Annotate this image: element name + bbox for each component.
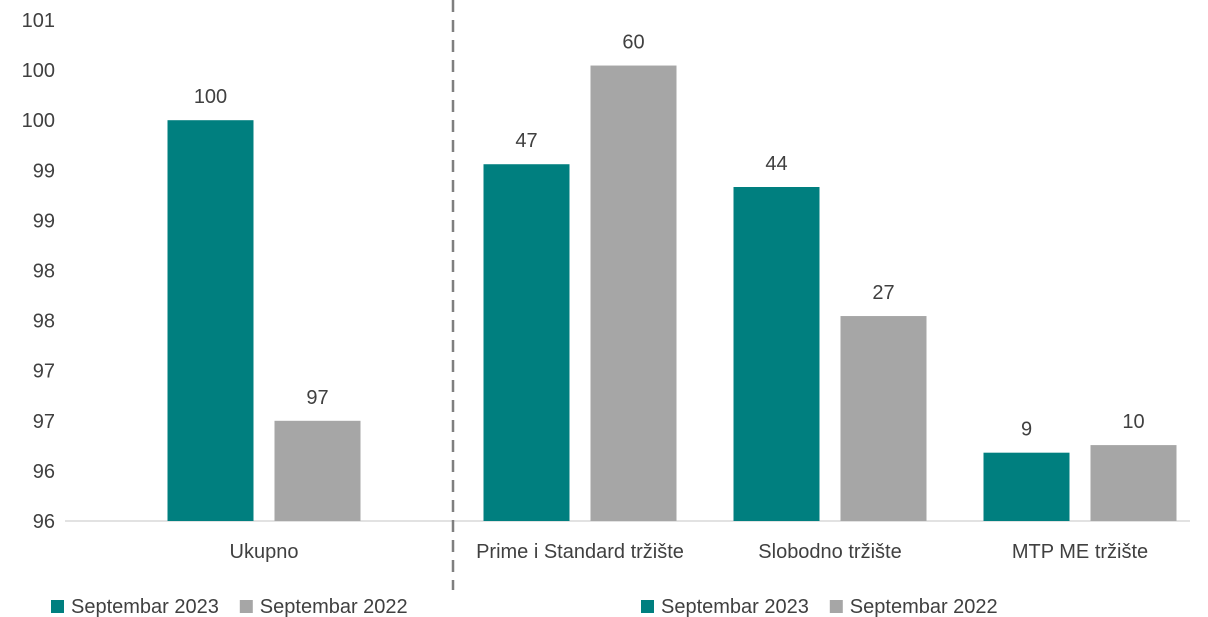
bar-sept-2023 — [733, 187, 820, 521]
data-label: 47 — [515, 130, 537, 152]
legend-label: Septembar 2023 — [661, 596, 809, 617]
legend-label: Septembar 2022 — [850, 596, 998, 617]
data-label: 27 — [872, 282, 894, 304]
data-labels-group: 100 97 47 60 44 27 9 10 — [194, 32, 1145, 441]
category-label: MTP ME tržište — [1012, 541, 1148, 563]
y-tick-label: 99 — [33, 160, 55, 182]
bar-sept-2023 — [167, 120, 254, 521]
y-tick-label: 96 — [33, 511, 55, 533]
category-labels-group: Ukupno Prime i Standard tržište Slobodno t… — [230, 541, 1149, 563]
legend-swatch-sept-2022 — [239, 600, 253, 613]
legend-label: Septembar 2023 — [71, 596, 219, 617]
y-tick-label: 97 — [33, 411, 55, 433]
y-tick-label: 98 — [33, 311, 55, 333]
bar-sept-2023 — [483, 164, 570, 521]
legend-label: Septembar 2022 — [260, 596, 408, 617]
category-label: Slobodno tržište — [758, 541, 901, 563]
y-tick-label: 101 — [22, 10, 55, 32]
y-tick-label: 96 — [33, 461, 55, 483]
legend-swatch-sept-2022 — [829, 600, 843, 613]
bar-sept-2022 — [274, 420, 361, 521]
y-tick-label: 100 — [22, 60, 55, 82]
data-label: 60 — [622, 32, 644, 54]
bar-sept-2022 — [1090, 445, 1177, 521]
category-label: Ukupno — [230, 541, 299, 563]
bar-sept-2023 — [983, 452, 1070, 521]
y-tick-label: 100 — [22, 110, 55, 132]
bar-sept-2022 — [590, 65, 677, 521]
data-label: 9 — [1021, 419, 1032, 441]
y-axis: 101 100 100 99 99 98 98 97 97 96 96 — [22, 10, 55, 533]
data-label: 100 — [194, 86, 227, 108]
legend-swatch-sept-2023 — [641, 600, 654, 613]
data-label: 97 — [306, 387, 328, 409]
legend-swatch-sept-2023 — [51, 600, 64, 613]
bar-sept-2022 — [840, 316, 927, 521]
bars-group — [167, 65, 1177, 521]
y-tick-label: 98 — [33, 261, 55, 283]
data-label: 44 — [765, 153, 787, 175]
y-tick-label: 97 — [33, 361, 55, 383]
category-label: Prime i Standard tržište — [476, 541, 684, 563]
y-tick-label: 99 — [33, 210, 55, 232]
legend: Septembar 2023 Septembar 2022 Septembar 20… — [51, 596, 998, 617]
data-label: 10 — [1122, 411, 1144, 433]
